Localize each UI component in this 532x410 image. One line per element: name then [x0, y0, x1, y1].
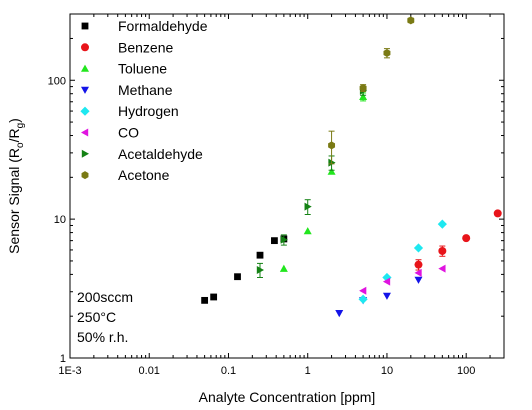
- legend-item: CO: [81, 125, 139, 141]
- annotation-line: 250°C: [77, 309, 116, 325]
- data-point: [359, 83, 367, 92]
- legend-item: Hydrogen: [80, 103, 179, 119]
- y-tick-label: 1: [60, 353, 66, 365]
- series-hydrogen: [358, 219, 447, 304]
- data-point: [279, 264, 288, 272]
- y-axis-label: Sensor Signal (Ro/Rg): [6, 118, 26, 254]
- plot-frame: [69, 13, 505, 359]
- data-point: [327, 167, 336, 175]
- y-axis-label-end: ): [6, 118, 22, 123]
- data-point: [359, 286, 367, 295]
- series-acetaldehyde: [256, 86, 368, 278]
- y-axis-label-sub1: o: [15, 142, 26, 148]
- legend-marker: [81, 43, 89, 52]
- data-point: [414, 268, 422, 277]
- legend-label: CO: [118, 125, 139, 141]
- legend-label: Hydrogen: [118, 103, 179, 119]
- data-point: [210, 293, 218, 301]
- legend-label: Toluene: [118, 61, 167, 77]
- x-tick-label: 1: [305, 365, 311, 377]
- legend-item: Benzene: [81, 39, 173, 55]
- data-point: [438, 246, 447, 255]
- legend: Formaldehyde Benzene Toluene Methane Hydroge…: [80, 18, 208, 183]
- y-axis-label-sub2: g: [15, 123, 26, 129]
- data-point: [256, 266, 265, 275]
- legend-marker: [81, 22, 89, 30]
- data-point: [437, 219, 447, 229]
- x-tick-label: 10: [381, 365, 393, 377]
- data-point: [414, 260, 423, 269]
- data-points: [201, 16, 502, 318]
- data-point: [493, 209, 502, 218]
- data-point: [407, 16, 415, 25]
- data-point: [359, 92, 368, 101]
- legend-item: Acetone: [81, 167, 170, 183]
- axis-ticks: 1E-3 0.01 0.1 1 10 100 1 10 100: [48, 13, 505, 377]
- x-axis-label: Analyte Concentration [ppm]: [199, 389, 376, 405]
- series-acetone: [328, 16, 415, 165]
- legend-label: Acetaldehyde: [118, 146, 203, 162]
- legend-label: Formaldehyde: [118, 18, 208, 34]
- data-point: [335, 310, 344, 318]
- condition-annotation: 200sccm 250°C 50% r.h.: [77, 289, 133, 345]
- y-axis-label-main: Sensor Signal (R: [6, 148, 22, 254]
- legend-label: Benzene: [118, 39, 173, 55]
- data-point: [280, 235, 288, 244]
- y-tick-label: 10: [54, 214, 66, 226]
- data-point: [438, 264, 446, 273]
- series-methane: [335, 276, 423, 318]
- data-point: [256, 251, 264, 259]
- legend-item: Formaldehyde: [81, 18, 208, 34]
- x-tick-label: 0.1: [221, 365, 236, 377]
- series-formaldehyde: [201, 235, 288, 304]
- legend-label: Acetone: [118, 167, 170, 183]
- x-tick-label: 1E-3: [58, 365, 81, 377]
- x-tick-label: 0.01: [139, 365, 160, 377]
- data-point: [462, 234, 471, 243]
- y-axis-label-mid: /R: [6, 128, 22, 142]
- data-point: [413, 243, 424, 253]
- legend-marker: [80, 106, 90, 116]
- legend-marker: [81, 64, 89, 72]
- legend-marker: [81, 149, 89, 158]
- annotation-line: 50% r.h.: [77, 329, 128, 345]
- data-point: [201, 296, 209, 304]
- data-point: [358, 294, 368, 304]
- series-benzene: [414, 209, 502, 271]
- data-point: [383, 49, 391, 58]
- data-point: [271, 237, 278, 245]
- y-tick-label: 100: [48, 75, 66, 87]
- data-point: [234, 273, 241, 281]
- legend-marker: [81, 128, 89, 137]
- legend-label: Methane: [118, 82, 173, 98]
- annotation-line: 200sccm: [77, 289, 133, 305]
- data-point: [414, 276, 423, 284]
- data-point: [328, 141, 336, 150]
- legend-marker: [81, 171, 89, 180]
- x-tick-label: 100: [457, 365, 475, 377]
- data-point: [303, 227, 312, 235]
- series-co: [359, 264, 446, 295]
- legend-item: Methane: [81, 82, 173, 98]
- series-toluene: [279, 92, 368, 272]
- data-point: [382, 292, 391, 300]
- legend-item: Toluene: [81, 61, 167, 77]
- data-point: [382, 277, 391, 286]
- legend-marker: [81, 86, 89, 94]
- data-point: [304, 202, 312, 211]
- legend-item: Acetaldehyde: [81, 146, 203, 162]
